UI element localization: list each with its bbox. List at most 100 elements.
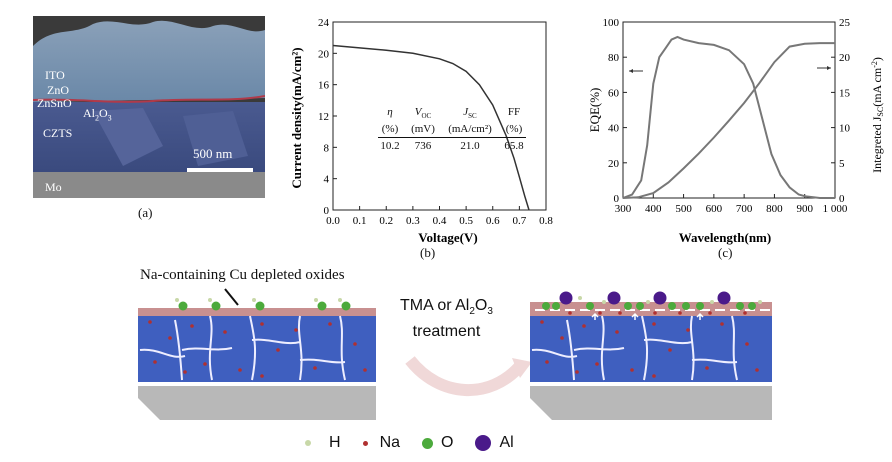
eqe-xlabel: Wavelength(nm) [679, 230, 771, 245]
x-tick-label: 0.7 [513, 215, 527, 227]
na-dot [560, 336, 564, 340]
h-atom [578, 296, 582, 300]
table-unit: (%) [505, 123, 523, 136]
al-atom [559, 291, 573, 305]
x-tick-label: 800 [766, 203, 783, 215]
jv-ylabel: Current density(mA/cm²) [289, 47, 304, 188]
na-dot [203, 362, 207, 366]
treatment-label: TMA or Al2O3 treatment [400, 297, 493, 341]
sem-image [32, 16, 266, 198]
table-unit: (%) [381, 123, 399, 136]
table-header-jsc: JSC [463, 106, 477, 121]
na-dot [238, 368, 242, 372]
na-dot [148, 320, 152, 324]
x-tick-label: 0.8 [539, 215, 553, 227]
na-dot [260, 374, 264, 378]
scale-bar-label: 500 nm [193, 146, 233, 161]
na-dot [595, 362, 599, 366]
table-header-voc: VOC [414, 106, 432, 121]
x-tick-label: 0.1 [353, 215, 367, 227]
na-dot [652, 322, 656, 326]
absorber-layer [138, 316, 376, 382]
na-dot [618, 311, 622, 315]
o-atom [696, 302, 704, 310]
y-tick-label: 12 [318, 111, 329, 123]
o-atom [668, 302, 676, 310]
h-atom [208, 298, 212, 302]
y2-tick-label: 10 [839, 123, 851, 135]
o-dot-icon [422, 437, 434, 449]
eqe-chart: 300 400 500 600 700 800 900 1 00002040608010005… [587, 17, 885, 245]
table-header-ff: FF [507, 106, 521, 118]
right-stack [530, 291, 772, 420]
x-tick-label: 0.5 [459, 215, 473, 227]
eqe-axis-arrow [629, 69, 643, 73]
o-atom [542, 302, 550, 310]
jv-xlabel: Voltage(V) [418, 230, 477, 245]
layer-al2o3: Al2O3 [83, 106, 112, 123]
h-atom [758, 300, 762, 304]
o-atom [682, 302, 690, 310]
left-stack [138, 298, 376, 420]
panel-a: ITO ZnO ZnSnO Al2O3 CZTS Mo 500 nm [32, 16, 266, 198]
treatment-arrow [405, 356, 525, 396]
caption-a: (a) [138, 205, 153, 220]
jsc-ylabel: Integreted JSC(mA cm-2) [870, 57, 885, 173]
x-tick-label: 0.4 [433, 215, 447, 227]
na-dot [183, 370, 187, 374]
na-dot [652, 374, 656, 378]
layer-mo: Mo [45, 180, 62, 194]
x-tick-label: 500 [675, 203, 692, 215]
y-tick-label: 20 [318, 48, 330, 60]
x-tick-label: 900 [796, 203, 813, 215]
table-value: 736 [414, 140, 432, 153]
caption-c: (c) [718, 245, 733, 260]
na-dot [575, 370, 579, 374]
na-dot [545, 360, 549, 364]
h-atom [338, 298, 342, 302]
table-value: 65.8 [504, 140, 524, 153]
x-tick-label: 600 [706, 203, 723, 215]
x-tick-label: 0.0 [326, 215, 340, 227]
x-tick-label: 0.2 [379, 215, 393, 227]
eqe-ylabel: EQE(%) [587, 88, 602, 133]
table-value: 10.2 [380, 140, 400, 153]
table-unit: (mV) [411, 123, 435, 136]
na-dot-icon [362, 440, 368, 446]
na-dot [260, 322, 264, 326]
na-dot [755, 368, 759, 372]
y-tick-label: 4 [324, 174, 330, 186]
na-dot [598, 311, 602, 315]
oxide-layer [138, 308, 376, 316]
al-atom [607, 291, 621, 305]
jv-parameter-table: η VOC JSC FF (%) (mV) (mA/cm²) (%) 10.2 … [378, 106, 526, 153]
layer-czts: CZTS [43, 126, 73, 140]
y-tick-label: 24 [318, 17, 330, 29]
integrated-jsc-curve [622, 42, 835, 199]
y2-tick-label: 15 [839, 87, 851, 99]
y2-tick-label: 25 [839, 17, 851, 29]
na-dot [705, 366, 709, 370]
legend: H Na O Al [305, 434, 514, 452]
h-atom [710, 300, 714, 304]
h-atom [314, 298, 318, 302]
o-atom [341, 301, 351, 311]
na-dot [668, 348, 672, 352]
na-dot [686, 328, 690, 332]
h-dot-icon [305, 440, 311, 446]
legend-item-o: O [422, 434, 453, 452]
eqe-curve [622, 35, 835, 199]
x-tick-label: 0.3 [406, 215, 420, 227]
o-atom [586, 302, 594, 310]
x-tick-label: 0.6 [486, 215, 500, 227]
na-dot [678, 311, 682, 315]
y2-tick-label: 0 [839, 193, 845, 205]
x-tick-label: 300 [615, 203, 632, 215]
x-tick-label: 1 000 [823, 203, 848, 215]
h-atom [175, 298, 179, 302]
na-dot [328, 322, 332, 326]
na-dot [313, 366, 317, 370]
na-dot [745, 342, 749, 346]
na-dot [568, 311, 572, 315]
legend-item-h: H [305, 434, 341, 452]
